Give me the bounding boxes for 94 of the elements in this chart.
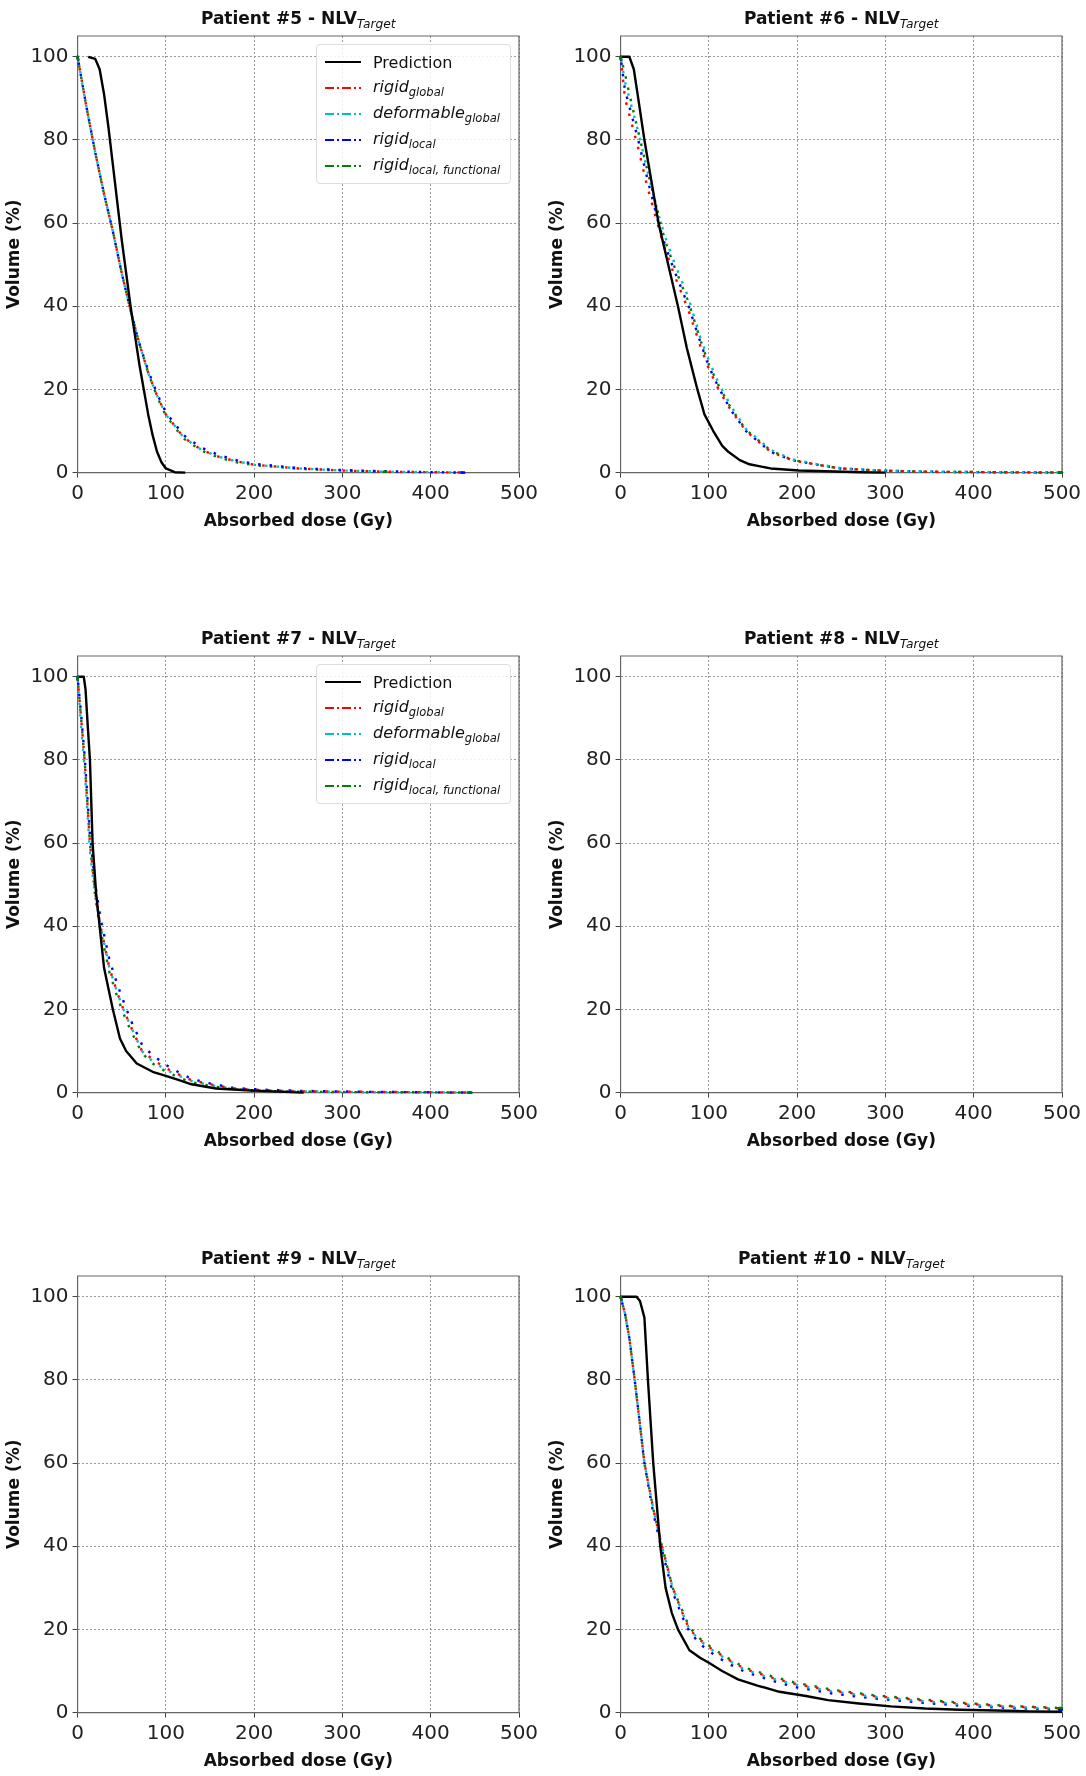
y-tick-label: 20 [586, 375, 612, 400]
y-tick-label: 0 [55, 1078, 69, 1103]
x-axis-title: Absorbed dose (Gy) [746, 1750, 936, 1771]
legend-label: rigid$_{local}$ [373, 748, 436, 772]
x-tick-label: 100 [146, 479, 185, 504]
y-tick-label: 60 [586, 209, 612, 234]
y-tick-label: 80 [586, 126, 612, 151]
legend-label: rigid$_{local, functional}$ [373, 154, 501, 178]
y-tick-label: 20 [43, 995, 69, 1020]
legend-label: rigid$_{local}$ [373, 128, 436, 152]
y-tick-label: 20 [586, 995, 612, 1020]
y-tick-label: 80 [43, 1366, 69, 1391]
y-tick-label: 100 [573, 662, 612, 687]
x-tick-label: 500 [499, 1719, 539, 1744]
y-tick-label: 100 [30, 662, 69, 687]
y-tick-label: 100 [30, 1282, 69, 1307]
x-tick-label: 200 [235, 479, 274, 504]
x-tick-label: 400 [954, 479, 993, 504]
chart-title: Patient #9 - NLV$_{Target}$ [200, 1248, 396, 1272]
chart-title: Patient #5 - NLV$_{Target}$ [200, 8, 396, 32]
legend-label: Prediction [373, 52, 453, 72]
y-tick-label: 60 [43, 209, 69, 234]
x-tick-label: 400 [411, 1099, 450, 1124]
x-tick-label: 300 [323, 1719, 362, 1744]
y-tick-label: 60 [586, 1449, 612, 1474]
x-tick-label: 200 [778, 479, 817, 504]
y-tick-label: 80 [586, 1366, 612, 1391]
x-axis-title: Absorbed dose (Gy) [203, 1750, 393, 1771]
y-tick-label: 20 [43, 375, 69, 400]
x-tick-label: 400 [954, 1099, 993, 1124]
x-tick-label: 500 [499, 1099, 539, 1124]
y-axis-title: Volume (%) [545, 819, 566, 930]
y-tick-label: 40 [586, 292, 612, 317]
x-tick-label: 100 [146, 1719, 185, 1744]
y-tick-label: 60 [43, 829, 69, 854]
y-axis-title: Volume (%) [2, 199, 23, 310]
y-tick-label: 100 [30, 42, 69, 67]
y-tick-label: 80 [43, 126, 69, 151]
legend-label: rigid$_{global}$ [373, 696, 444, 720]
y-tick-label: 0 [598, 1078, 612, 1103]
x-tick-label: 200 [778, 1719, 817, 1744]
y-tick-label: 0 [55, 1698, 69, 1723]
y-tick-label: 0 [55, 458, 69, 483]
chart-title: Patient #10 - NLV$_{Target}$ [737, 1248, 945, 1272]
y-tick-label: 0 [598, 1698, 612, 1723]
x-axis-title: Absorbed dose (Gy) [746, 1130, 936, 1151]
x-tick-label: 300 [866, 479, 905, 504]
chart-title: Patient #8 - NLV$_{Target}$ [743, 628, 939, 652]
x-axis-title: Absorbed dose (Gy) [203, 510, 393, 531]
x-tick-label: 200 [778, 1099, 817, 1124]
x-tick-label: 500 [499, 479, 539, 504]
y-axis-title: Volume (%) [545, 199, 566, 310]
y-tick-label: 80 [43, 746, 69, 771]
x-tick-label: 400 [954, 1719, 993, 1744]
legend-label: rigid$_{global}$ [373, 76, 444, 100]
y-axis-title: Volume (%) [2, 819, 23, 930]
x-tick-label: 400 [411, 479, 450, 504]
y-tick-label: 60 [43, 1449, 69, 1474]
x-tick-label: 300 [866, 1099, 905, 1124]
x-tick-label: 300 [323, 1099, 362, 1124]
chart-title: Patient #7 - NLV$_{Target}$ [200, 628, 396, 652]
x-axis-title: Absorbed dose (Gy) [203, 1130, 393, 1151]
legend-label: deformable$_{global}$ [373, 722, 500, 746]
y-tick-label: 100 [573, 42, 612, 67]
x-tick-label: 500 [1042, 1099, 1082, 1124]
y-tick-label: 40 [586, 1532, 612, 1557]
x-tick-label: 100 [146, 1099, 185, 1124]
legend-label: deformable$_{global}$ [373, 102, 500, 126]
x-tick-label: 400 [411, 1719, 450, 1744]
x-tick-label: 100 [689, 1099, 728, 1124]
legend-label: rigid$_{local, functional}$ [373, 774, 501, 798]
x-tick-label: 100 [689, 479, 728, 504]
y-tick-label: 40 [43, 292, 69, 317]
y-tick-label: 20 [43, 1615, 69, 1640]
y-tick-label: 40 [43, 912, 69, 937]
x-tick-label: 200 [235, 1099, 274, 1124]
y-axis-title: Volume (%) [545, 1439, 566, 1550]
x-tick-label: 300 [866, 1719, 905, 1744]
x-tick-label: 500 [1042, 1719, 1082, 1744]
y-tick-label: 100 [573, 1282, 612, 1307]
y-axis-title: Volume (%) [2, 1439, 23, 1550]
y-tick-label: 20 [586, 1615, 612, 1640]
x-tick-label: 100 [689, 1719, 728, 1744]
y-tick-label: 60 [586, 829, 612, 854]
y-tick-label: 40 [43, 1532, 69, 1557]
x-tick-label: 300 [323, 479, 362, 504]
x-axis-title: Absorbed dose (Gy) [746, 510, 936, 531]
x-tick-label: 500 [1042, 479, 1082, 504]
y-tick-label: 80 [586, 746, 612, 771]
chart-title: Patient #6 - NLV$_{Target}$ [743, 8, 939, 32]
legend-label: Prediction [373, 672, 453, 692]
y-tick-label: 40 [586, 912, 612, 937]
x-tick-label: 200 [235, 1719, 274, 1744]
y-tick-label: 0 [598, 458, 612, 483]
